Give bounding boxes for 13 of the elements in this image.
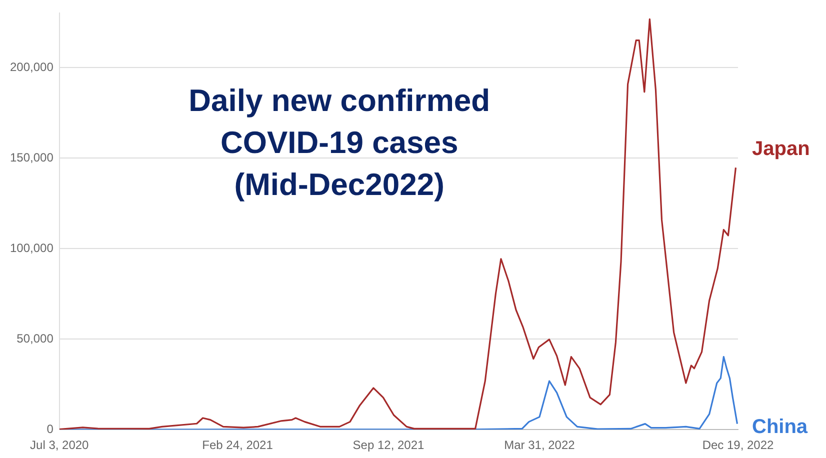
y-tick-label: 50,000 — [16, 331, 54, 346]
x-tick-label: Mar 31, 2022 — [504, 438, 576, 452]
x-tick-label: Jul 3, 2020 — [30, 438, 90, 452]
y-tick-label: 100,000 — [10, 240, 54, 255]
series-label: China — [752, 416, 808, 439]
y-tick-label: 150,000 — [10, 150, 54, 164]
y-tick-label: 0 — [46, 422, 54, 436]
text: Daily new confirmed COVID-19 cases (Mid-Dec2022) — [188, 82, 492, 204]
y-tick-label: 200,000 — [10, 60, 54, 74]
series-label: Japan — [752, 138, 810, 161]
x-tick-label: Feb 24, 2021 — [202, 438, 274, 452]
x-tick-label: Sep 12, 2021 — [352, 438, 425, 452]
x-tick-label: Dec 19, 2022 — [702, 438, 774, 452]
